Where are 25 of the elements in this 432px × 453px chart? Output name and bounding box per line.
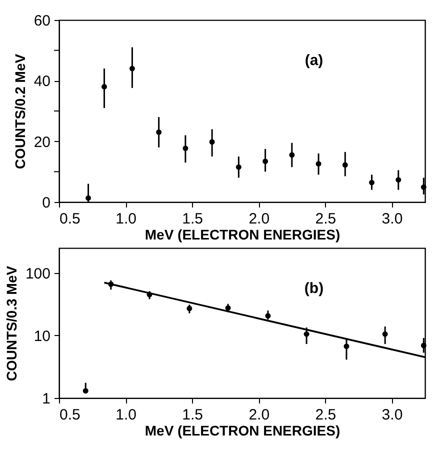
y-tick-label: 10 xyxy=(34,328,50,345)
x-tick-label: 0.5 xyxy=(60,210,80,228)
x-axis-title: MeV (ELECTRON ENERGIES) xyxy=(144,422,340,438)
annotation: (b) xyxy=(304,280,324,297)
x-tick-label: 1.0 xyxy=(116,210,136,228)
x-tick-label: 2.5 xyxy=(315,406,336,424)
y-tick-label: 40 xyxy=(34,73,50,90)
x-tick-label: 2.0 xyxy=(248,406,270,424)
x-tick-label: 3.0 xyxy=(382,210,403,228)
x-tick-label: 2.0 xyxy=(248,210,270,228)
annotation: (a) xyxy=(304,52,324,69)
x-tick-label: 0.5 xyxy=(60,406,80,424)
y-tick-label: 1 xyxy=(42,390,50,408)
y-axis-title: COUNTS/0.3 MeV xyxy=(3,265,20,382)
y-tick-label: 20 xyxy=(34,134,50,151)
y-axis-title: COUNTS/0.2 MeV xyxy=(12,53,28,170)
x-tick-label: 1.5 xyxy=(182,210,204,228)
x-tick-label: 2.5 xyxy=(315,210,336,228)
y-tick-label: 0 xyxy=(42,194,50,212)
x-tick-label: 3.0 xyxy=(382,406,403,424)
x-axis-title: MeV (ELECTRON ENERGIES) xyxy=(144,226,340,242)
x-tick-label: 1.0 xyxy=(116,406,136,424)
x-tick-label: 1.5 xyxy=(182,406,204,424)
y-tick-label: 60 xyxy=(34,12,50,30)
y-tick-label: 100 xyxy=(25,265,50,282)
